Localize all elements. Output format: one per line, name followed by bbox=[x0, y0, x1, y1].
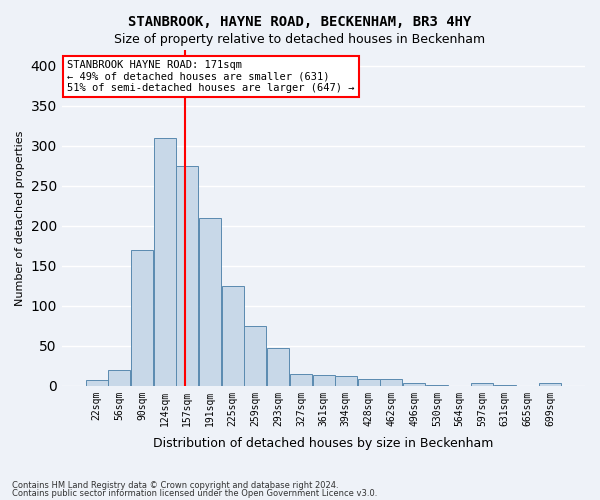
Bar bbox=[335, 376, 357, 386]
Text: Contains public sector information licensed under the Open Government Licence v3: Contains public sector information licen… bbox=[12, 488, 377, 498]
Bar bbox=[267, 348, 289, 386]
Bar bbox=[244, 326, 266, 386]
Text: STANBROOK, HAYNE ROAD, BECKENHAM, BR3 4HY: STANBROOK, HAYNE ROAD, BECKENHAM, BR3 4H… bbox=[128, 15, 472, 29]
Bar bbox=[109, 370, 130, 386]
Bar bbox=[403, 384, 425, 386]
Bar bbox=[358, 380, 380, 386]
Bar bbox=[426, 385, 448, 386]
Bar bbox=[290, 374, 312, 386]
Bar bbox=[199, 218, 221, 386]
Bar bbox=[131, 250, 153, 386]
Bar bbox=[86, 380, 107, 386]
Text: Contains HM Land Registry data © Crown copyright and database right 2024.: Contains HM Land Registry data © Crown c… bbox=[12, 481, 338, 490]
Y-axis label: Number of detached properties: Number of detached properties bbox=[15, 130, 25, 306]
Bar bbox=[471, 384, 493, 386]
Bar bbox=[313, 376, 335, 386]
Bar bbox=[176, 166, 198, 386]
Bar bbox=[494, 385, 515, 386]
Bar bbox=[380, 380, 403, 386]
Bar bbox=[221, 286, 244, 386]
Bar bbox=[539, 384, 561, 386]
X-axis label: Distribution of detached houses by size in Beckenham: Distribution of detached houses by size … bbox=[153, 437, 494, 450]
Bar bbox=[154, 138, 176, 386]
Text: Size of property relative to detached houses in Beckenham: Size of property relative to detached ho… bbox=[115, 32, 485, 46]
Text: STANBROOK HAYNE ROAD: 171sqm
← 49% of detached houses are smaller (631)
51% of s: STANBROOK HAYNE ROAD: 171sqm ← 49% of de… bbox=[67, 60, 355, 94]
